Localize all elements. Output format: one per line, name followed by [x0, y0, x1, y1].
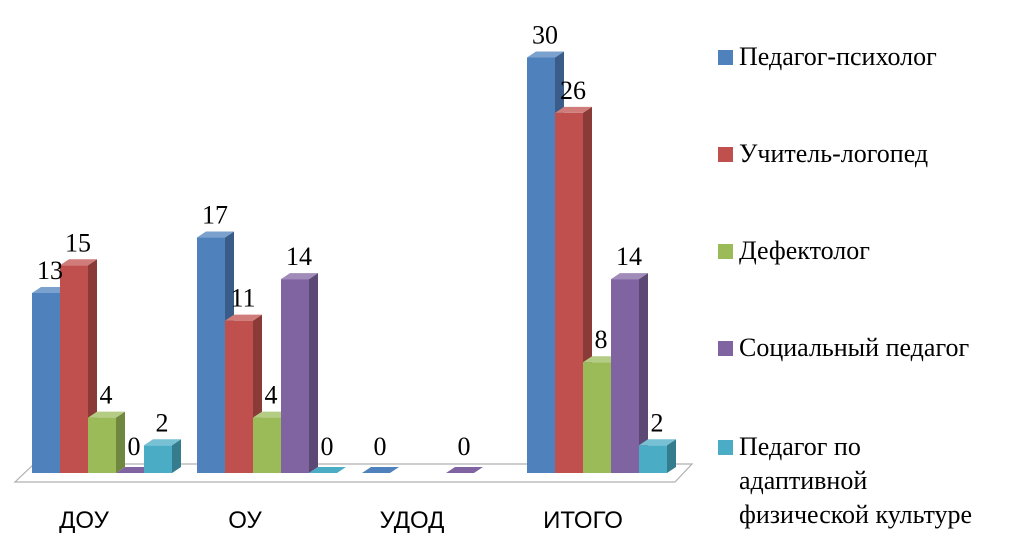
- bar-side: [172, 439, 181, 473]
- bar-top: [60, 259, 97, 266]
- bar-front: [32, 292, 60, 473]
- legend-swatch: [718, 341, 733, 356]
- bar-top: [583, 356, 620, 363]
- bar-ИТОГО-4: [639, 439, 676, 473]
- bar-front: [527, 57, 555, 473]
- legend-item: Педагог по адаптивной физической культуре: [718, 430, 1029, 532]
- data-label: 4: [265, 381, 278, 410]
- bar-top: [555, 106, 592, 113]
- bar-top: [197, 231, 234, 238]
- bar-front: [197, 237, 225, 473]
- legend-item: Педагог-психолог: [718, 40, 1029, 74]
- data-label: 14: [616, 242, 642, 271]
- category-label: ИТОГО: [543, 507, 623, 534]
- bar-front: [555, 112, 583, 474]
- legend-item: Учитель-логопед: [718, 137, 1029, 171]
- data-label: 13: [37, 256, 63, 285]
- category-label: ДОУ: [59, 507, 109, 534]
- data-label: 0: [321, 432, 334, 461]
- bar-top: [281, 273, 318, 280]
- bar-top: [611, 273, 648, 280]
- bar-front: [583, 362, 611, 473]
- data-label: 2: [651, 408, 664, 437]
- bar-top: [32, 286, 69, 293]
- bar-zero-slab: [116, 467, 153, 473]
- data-label: 15: [65, 228, 91, 257]
- bar-side: [309, 273, 318, 473]
- bar-front: [144, 445, 172, 473]
- legend-item: Дефектолог: [718, 234, 1029, 268]
- legend-swatch: [718, 244, 733, 259]
- bar-top: [225, 314, 262, 321]
- bar-ОУ-3: [281, 273, 318, 473]
- bar-front: [281, 279, 309, 473]
- bar-top: [527, 51, 564, 58]
- legend-label: Социальный педагог: [739, 333, 970, 362]
- legend-label: Педагог-психолог: [739, 42, 937, 71]
- bar-front: [88, 417, 116, 473]
- bar-ОУ-4: [309, 467, 346, 473]
- legend-label: Дефектолог: [739, 236, 870, 265]
- legend-swatch: [718, 147, 733, 162]
- category-label: ОУ: [228, 507, 262, 534]
- bar-front: [639, 445, 667, 473]
- bar-ИТОГО-1: [555, 106, 592, 474]
- bar-side: [667, 439, 676, 473]
- data-label: 0: [374, 432, 387, 461]
- chart-bars: [32, 51, 676, 474]
- data-label: 26: [560, 76, 586, 105]
- legend-label: Педагог по адаптивной физической культуре: [739, 432, 972, 529]
- chart-floor-plane: [13, 463, 694, 483]
- data-label: 17: [202, 201, 228, 230]
- bar-ДОУ-3: [116, 467, 153, 473]
- data-label: 8: [595, 325, 608, 354]
- data-label: 0: [128, 432, 141, 461]
- category-label: УДОД: [380, 507, 445, 534]
- data-label: 4: [100, 381, 113, 410]
- bar-УДОД-0: [362, 467, 399, 473]
- data-label: 11: [230, 284, 255, 313]
- bar-ДОУ-4: [144, 439, 181, 473]
- bar-ИТОГО-3: [611, 273, 648, 473]
- legend-label: Учитель-логопед: [739, 139, 929, 168]
- bar-zero-slab: [362, 467, 399, 473]
- bar-front: [253, 417, 281, 473]
- bar-ДОУ-2: [88, 411, 125, 473]
- data-label: 30: [532, 21, 558, 50]
- bar-front: [60, 265, 88, 473]
- bar-zero-slab: [309, 467, 346, 473]
- legend-swatch: [718, 440, 733, 455]
- bar-УДОД-3: [446, 467, 483, 473]
- legend-item: Социальный педагог: [718, 331, 1029, 365]
- chart-floor: [13, 463, 694, 483]
- bar-zero-slab: [446, 467, 483, 473]
- bar-ДОУ-1: [60, 259, 97, 473]
- bar-front: [225, 320, 253, 473]
- data-label: 0: [458, 432, 471, 461]
- bar-top: [253, 411, 290, 418]
- legend-swatch: [718, 50, 733, 65]
- bar-ОУ-1: [225, 314, 262, 473]
- data-label: 2: [156, 408, 169, 437]
- bar-front: [611, 279, 639, 473]
- bar-side: [116, 411, 125, 473]
- chart-category-labels: ДОУ ОУ УДОД ИТОГО: [59, 507, 623, 534]
- bar-top: [144, 439, 181, 446]
- data-label: 14: [286, 242, 312, 271]
- bar-top: [88, 411, 125, 418]
- bar-top: [639, 439, 676, 446]
- bar-side: [639, 273, 648, 473]
